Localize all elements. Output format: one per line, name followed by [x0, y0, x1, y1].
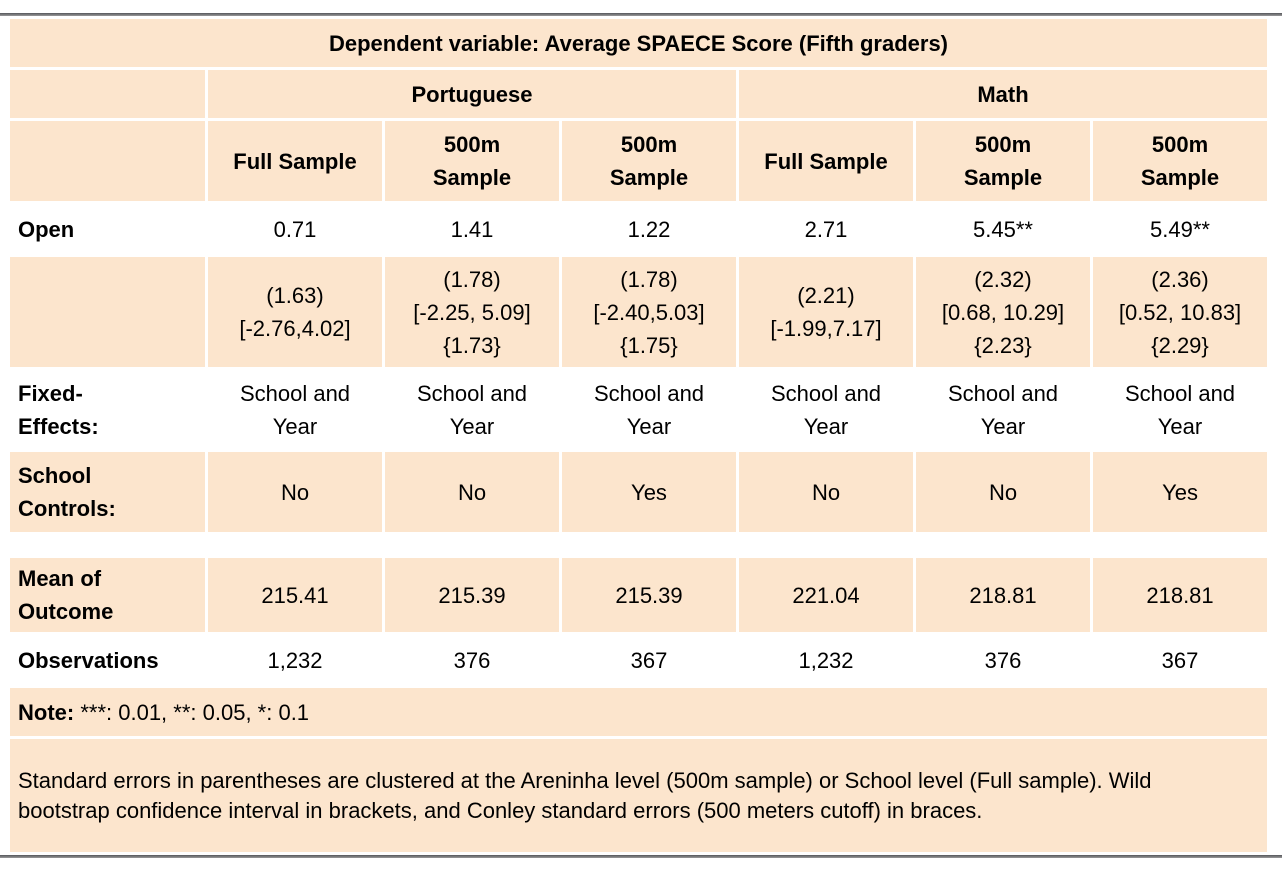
row-label-mean-of-outcome: Mean of Outcome [10, 558, 205, 632]
sample-header-row: Full Sample 500m Sample 500m Sample Full… [10, 121, 1268, 201]
mean-outcome-value: 215.39 [385, 558, 559, 632]
corner-cell [10, 70, 205, 118]
coefficient-value: 1.22 [627, 216, 671, 242]
significance-note: Note: ***: 0.01, **: 0.05, *: 0.1 [10, 688, 1268, 736]
column-header: 500m Sample [385, 121, 559, 201]
observations-value: 376 [453, 647, 491, 673]
row-label-open: Open [18, 216, 75, 242]
standard-error-cell: (2.21) [-1.99,7.17] [739, 257, 913, 367]
fixed-effects-value: School and Year [593, 380, 705, 439]
row-label-observations: Observations [18, 647, 159, 673]
column-header: 500m Sample [562, 121, 736, 201]
footnote-row: Standard errors in parentheses are clust… [10, 739, 1268, 852]
observations-value: 1,232 [267, 647, 323, 673]
school-controls-row: School Controls: No No Yes No No Yes [10, 452, 1268, 532]
open-coefficient-row: Open 0.71 1.41 1.22 2.71 5.45** 5.49** [10, 204, 1267, 254]
row-label-empty [10, 257, 205, 367]
fixed-effects-row: Fixed- Effects: School and Year School a… [10, 370, 1267, 449]
column-header: 500m Sample [916, 121, 1090, 201]
mean-outcome-value: 218.81 [1093, 558, 1268, 632]
row-label-school-controls: School Controls: [10, 452, 205, 532]
coefficient-value: 0.71 [273, 216, 317, 242]
row-label-fixed-effects: Fixed- Effects: [18, 380, 99, 439]
spacer-row [10, 535, 1267, 555]
fixed-effects-value: School and Year [416, 380, 528, 439]
regression-results-table: Dependent variable: Average SPAECE Score… [7, 16, 1270, 855]
coefficient-value: 2.71 [804, 216, 848, 242]
school-controls-value: No [385, 452, 559, 532]
table-bottom-rule [0, 855, 1282, 858]
footnote-text: Standard errors in parentheses are clust… [18, 767, 1152, 823]
table-title: Dependent variable: Average SPAECE Score… [10, 19, 1268, 67]
mean-outcome-value: 215.41 [208, 558, 382, 632]
coefficient-value: 1.41 [450, 216, 494, 242]
standard-error-cell: (1.78) [-2.25, 5.09] {1.73} [385, 257, 559, 367]
column-header: Full Sample [208, 121, 382, 201]
observations-value: 376 [984, 647, 1022, 673]
observations-value: 367 [630, 647, 668, 673]
school-controls-value: No [208, 452, 382, 532]
mean-outcome-value: 218.81 [916, 558, 1090, 632]
title-row: Dependent variable: Average SPAECE Score… [10, 19, 1268, 67]
group-header-portuguese: Portuguese [208, 70, 736, 118]
column-header: Full Sample [739, 121, 913, 201]
corner-cell [10, 121, 205, 201]
school-controls-value: Yes [1093, 452, 1268, 532]
fixed-effects-value: School and Year [770, 380, 882, 439]
group-header-math: Math [739, 70, 1268, 118]
school-controls-value: No [739, 452, 913, 532]
fixed-effects-value: School and Year [1124, 380, 1236, 439]
standard-error-cell: (2.36) [0.52, 10.83] {2.29} [1093, 257, 1268, 367]
footnote-cell: Standard errors in parentheses are clust… [10, 739, 1268, 852]
observations-value: 367 [1161, 647, 1199, 673]
mean-outcome-value: 221.04 [739, 558, 913, 632]
table-top-rule [0, 13, 1282, 16]
standard-errors-row: (1.63) [-2.76,4.02] (1.78) [-2.25, 5.09]… [10, 257, 1268, 367]
subject-group-row: Portuguese Math [10, 70, 1268, 118]
standard-error-cell: (1.63) [-2.76,4.02] [208, 257, 382, 367]
significance-note-row: Note: ***: 0.01, **: 0.05, *: 0.1 [10, 688, 1268, 736]
observations-row: Observations 1,232 376 367 1,232 376 367 [10, 635, 1267, 685]
column-header: 500m Sample [1093, 121, 1268, 201]
mean-of-outcome-row: Mean of Outcome 215.41 215.39 215.39 221… [10, 558, 1268, 632]
fixed-effects-value: School and Year [947, 380, 1059, 439]
school-controls-value: Yes [562, 452, 736, 532]
mean-outcome-value: 215.39 [562, 558, 736, 632]
observations-value: 1,232 [798, 647, 854, 673]
coefficient-value: 5.45** [973, 216, 1033, 242]
standard-error-cell: (1.78) [-2.40,5.03] {1.75} [562, 257, 736, 367]
coefficient-value: 5.49** [1150, 216, 1210, 242]
note-text: ***: 0.01, **: 0.05, *: 0.1 [74, 699, 310, 725]
spacer-cell [10, 535, 1267, 555]
school-controls-value: No [916, 452, 1090, 532]
standard-error-cell: (2.32) [0.68, 10.29] {2.23} [916, 257, 1090, 367]
fixed-effects-value: School and Year [239, 380, 351, 439]
note-label: Note: [18, 699, 75, 725]
